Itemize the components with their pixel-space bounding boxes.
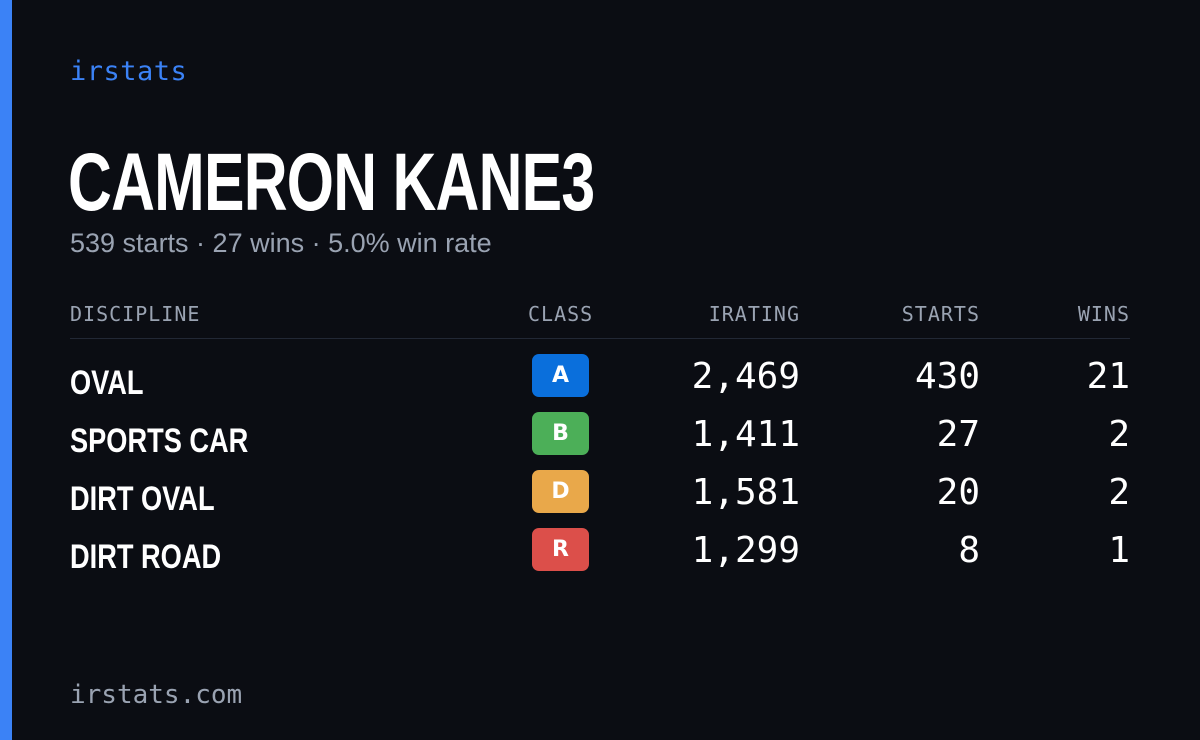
wins-value: 2	[1108, 414, 1130, 455]
starts-value: 430	[914, 356, 980, 397]
header-irating: IRATING	[708, 302, 800, 326]
table-row: DIRT ROAD R 1,299 8 1	[70, 526, 1130, 584]
discipline-name: OVAL	[70, 364, 144, 402]
discipline-name: SPORTS CAR	[70, 422, 249, 460]
wins-value: 1	[1108, 530, 1130, 571]
wins-value: 21	[1086, 356, 1130, 397]
class-badge: A	[532, 354, 589, 397]
header-class: CLASS	[528, 302, 594, 326]
table-row: OVAL A 2,469 430 21	[70, 352, 1130, 410]
wins-value: 2	[1108, 472, 1130, 513]
header-discipline: DISCIPLINE	[70, 302, 201, 326]
class-badge: R	[532, 528, 589, 571]
class-badge: B	[532, 412, 589, 455]
starts-value: 8	[958, 530, 980, 571]
player-name: CAMERON KANE3	[68, 137, 595, 228]
irating-value: 1,411	[691, 414, 800, 455]
irating-value: 2,469	[691, 356, 800, 397]
career-summary: 539 starts · 27 wins · 5.0% win rate	[70, 228, 492, 258]
table-row: DIRT OVAL D 1,581 20 2	[70, 468, 1130, 526]
header-wins: WINS	[1077, 302, 1130, 326]
header-starts: STARTS	[901, 302, 980, 326]
discipline-table: OVAL A 2,469 430 21 SPORTS CAR B 1,411 2…	[70, 352, 1130, 584]
starts-value: 20	[936, 472, 980, 513]
accent-bar	[0, 0, 12, 740]
table-header: DISCIPLINE CLASS IRATING STARTS WINS	[70, 300, 1130, 339]
table-row: SPORTS CAR B 1,411 27 2	[70, 410, 1130, 468]
discipline-name: DIRT ROAD	[70, 538, 222, 576]
footer-url: irstats.com	[70, 680, 243, 710]
starts-value: 27	[936, 414, 980, 455]
discipline-name: DIRT OVAL	[70, 480, 215, 518]
irating-value: 1,581	[691, 472, 800, 513]
class-badge: D	[532, 470, 589, 513]
irating-value: 1,299	[691, 530, 800, 571]
brand-logo-text: irstats	[70, 56, 188, 87]
